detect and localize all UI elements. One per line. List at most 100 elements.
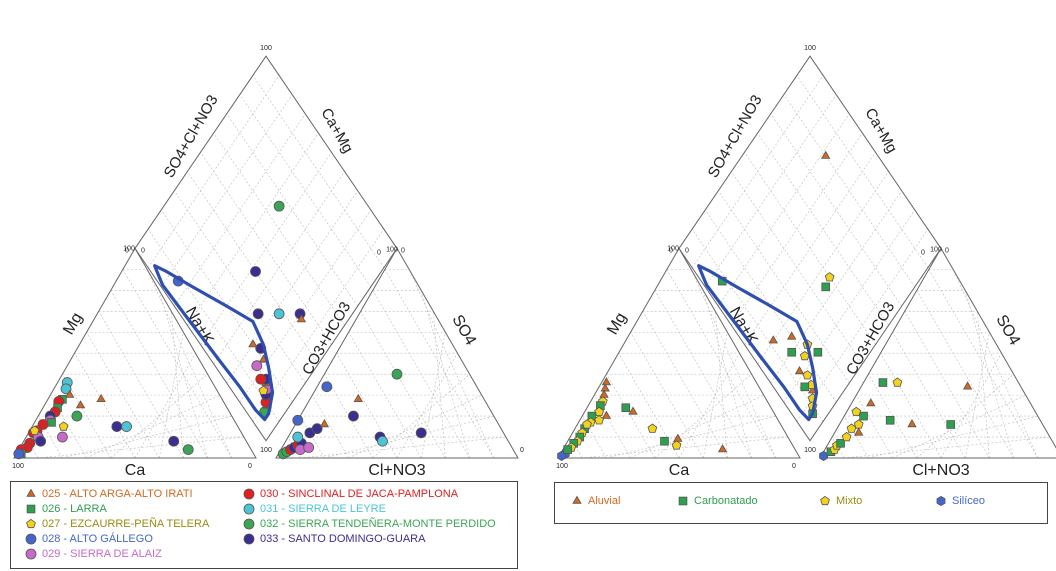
anion-point [303, 442, 315, 453]
legend-marker-shape [25, 548, 37, 560]
grid-line [408, 269, 495, 459]
tick-label: 100 [260, 45, 272, 52]
grid-line [964, 290, 1014, 459]
ternary-outline [819, 247, 1056, 459]
grid-line [630, 332, 704, 459]
anion-point [907, 418, 917, 428]
grid-line [868, 415, 1038, 459]
grid-line [952, 269, 1039, 459]
grid-line [691, 229, 824, 422]
diamond-point [768, 335, 778, 344]
legend-marker-shape [936, 496, 946, 507]
label-cl-no3: Cl+NO3 [912, 462, 969, 479]
grid-line [174, 113, 306, 307]
diamond-point [250, 266, 261, 277]
legend-marker-shape [820, 495, 830, 506]
diamond-point [802, 370, 813, 380]
label-cl-no3: Cl+NO3 [368, 462, 425, 479]
grid-line [420, 290, 470, 459]
legend-marker [26, 518, 36, 529]
grid-line [86, 332, 160, 459]
legend-marker-shape [243, 518, 255, 530]
grid-line [654, 290, 752, 459]
legend-marker-shape [243, 488, 255, 500]
tick-label: 0 [125, 247, 129, 254]
grid-line [757, 132, 889, 326]
grid-line [618, 353, 680, 459]
legend-label: Mixto [836, 495, 863, 507]
anion-point [391, 368, 403, 380]
ternary-outline [13, 247, 257, 459]
legend-marker-shape [678, 496, 688, 506]
cation-point [121, 421, 132, 432]
label-mg: Mg [60, 310, 86, 338]
legend-marker [26, 488, 36, 497]
diamond-point [787, 347, 796, 357]
grid-line [718, 113, 850, 307]
cation-point [600, 383, 610, 392]
label-co3-hco3: CO3+HCO3 [299, 299, 354, 378]
cation-point [75, 400, 86, 409]
legend-marker [25, 533, 37, 545]
diamond-point [821, 282, 831, 292]
grid-line [396, 353, 458, 459]
grid-line [360, 311, 446, 459]
cation-point [621, 403, 631, 413]
anion-point [854, 427, 864, 436]
label-na-k: Na+K [182, 304, 217, 348]
grid-line [606, 415, 776, 459]
grid-line [642, 311, 728, 459]
grid-line [110, 290, 208, 459]
grid-line [171, 311, 184, 459]
anion-point [962, 381, 973, 390]
cation-point [182, 444, 194, 456]
ternary-outline [275, 247, 519, 459]
legend-item: 030 - SINCLINAL DE JACA-PAMPLONA [243, 488, 458, 500]
diamond-point [821, 150, 831, 159]
legend-label: 033 - SANTO DOMINGO-GUARA [260, 533, 426, 545]
legend-item: 031 - SIERRA DE LEYRE [243, 503, 386, 515]
grid-line [715, 311, 728, 459]
label-so4: SO4 [448, 312, 479, 348]
tick-label: 100 [12, 463, 24, 470]
label-co3-hco3: CO3+HCO3 [843, 299, 898, 378]
legend-marker [243, 488, 255, 500]
legend-label: Aluvial [588, 495, 621, 507]
legend-item: 025 - ALTO ARGA-ALTO IRATI [25, 488, 193, 500]
legend-marker [820, 495, 830, 506]
tick-label: 0 [520, 447, 524, 454]
diamond-point [824, 272, 835, 282]
grid-line [770, 113, 902, 307]
legend-marker [243, 533, 255, 545]
grid-line [74, 353, 136, 459]
legend-item: 033 - SANTO DOMINGO-GUARA [243, 533, 425, 545]
diamond-point [296, 314, 307, 323]
envelope-curve [697, 264, 819, 422]
grid-line [348, 332, 422, 459]
grid-line [582, 436, 788, 459]
diamond-point [800, 382, 810, 392]
anion-point [415, 427, 427, 439]
tick-label: 100 [804, 447, 816, 454]
grid-line [146, 269, 233, 459]
grid-line [160, 94, 293, 288]
label-so4: SO4 [992, 312, 1023, 348]
grid-line [158, 290, 208, 459]
cation-point [29, 425, 40, 435]
legend-item: Mixto [819, 495, 862, 507]
cation-point [35, 435, 47, 447]
tick-label: 0 [945, 247, 949, 254]
cation-point [13, 448, 25, 460]
cation-point [58, 421, 69, 431]
grid-line [666, 269, 777, 459]
legend-marker [936, 496, 946, 507]
grid-line [691, 75, 824, 268]
legend-marker-shape [572, 495, 582, 504]
anion-point [319, 418, 330, 428]
grid-line [702, 290, 752, 459]
legend-label: Carbonatado [694, 495, 758, 507]
grid-line [928, 269, 1039, 459]
grid-line [252, 75, 385, 268]
tick-label: 0 [669, 247, 673, 254]
anion-point [836, 439, 845, 448]
